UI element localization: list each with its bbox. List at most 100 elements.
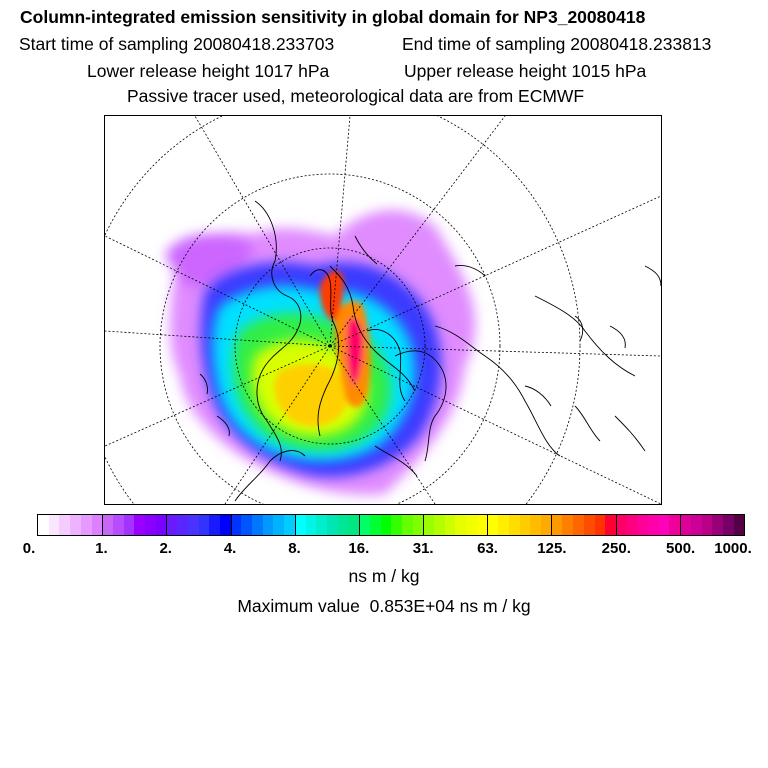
colorbar-cell bbox=[391, 515, 402, 535]
colorbar bbox=[37, 514, 745, 536]
colorbar-cell bbox=[187, 515, 199, 535]
colorbar-separator bbox=[294, 515, 296, 535]
colorbar-separator bbox=[102, 515, 104, 535]
release-lower: Lower release height 1017 hPa bbox=[87, 61, 330, 81]
colorbar-cell bbox=[209, 515, 220, 535]
colorbar-cell bbox=[637, 515, 649, 535]
maximum-value: Maximum value 0.853E+04 ns m / kg bbox=[237, 596, 531, 616]
graticule bbox=[105, 116, 661, 504]
colorbar-tick-label: 2. bbox=[159, 540, 172, 557]
colorbar-cell bbox=[423, 515, 435, 535]
colorbar-cell bbox=[316, 515, 327, 535]
colorbar-cell bbox=[562, 515, 574, 535]
colorbar-cell bbox=[123, 515, 135, 535]
colorbar-cell bbox=[198, 515, 210, 535]
colorbar-cell bbox=[401, 515, 413, 535]
colorbar-cell bbox=[241, 515, 253, 535]
sensitivity-field bbox=[165, 209, 476, 495]
unit-label: ns m / kg bbox=[348, 566, 420, 586]
colorbar-cell bbox=[648, 515, 659, 535]
colorbar-separator bbox=[615, 515, 617, 535]
colorbar-cell bbox=[508, 515, 520, 535]
colorbar-cell bbox=[658, 515, 670, 535]
colorbar-separator bbox=[679, 515, 681, 535]
colorbar-cell bbox=[252, 515, 263, 535]
colorbar-tick-label: 4. bbox=[223, 540, 237, 557]
colorbar-cell bbox=[112, 515, 124, 535]
tracer-note: Passive tracer used, meteorological data… bbox=[127, 86, 585, 106]
colorbar-tick-label: 31. bbox=[412, 540, 434, 557]
colorbar-cell bbox=[134, 515, 146, 535]
colorbar-cell bbox=[326, 515, 338, 535]
colorbar-cell bbox=[444, 515, 456, 535]
colorbar-tick-label: 1. bbox=[95, 540, 108, 557]
release-upper: Upper release height 1015 hPa bbox=[404, 61, 647, 81]
colorbar-tick-label: 8. bbox=[288, 540, 301, 557]
colorbar-cell bbox=[723, 515, 734, 535]
colorbar-cell bbox=[487, 515, 499, 535]
colorbar-cell bbox=[434, 515, 445, 535]
colorbar-cell bbox=[262, 515, 274, 535]
colorbar-cell bbox=[59, 515, 71, 535]
colorbar-tick-label: 125. bbox=[537, 540, 567, 557]
colorbar-cell bbox=[626, 515, 638, 535]
colorbar-tick-label: 1000. bbox=[714, 540, 752, 557]
colorbar-cell bbox=[455, 515, 467, 535]
colorbar-cell bbox=[284, 515, 295, 535]
colorbar-cell bbox=[70, 515, 81, 535]
colorbar-cell bbox=[466, 515, 477, 535]
sampling-end: End time of sampling 20080418.233813 bbox=[402, 34, 712, 54]
colorbar-cell bbox=[615, 515, 627, 535]
colorbar-cell bbox=[712, 515, 723, 535]
colorbar-cell bbox=[305, 515, 317, 535]
colorbar-cell bbox=[380, 515, 392, 535]
colorbar-tick-label: 16. bbox=[348, 540, 370, 557]
colorbar-tick-label: 250. bbox=[601, 540, 631, 557]
polar-map bbox=[105, 116, 661, 504]
colorbar-cell bbox=[273, 515, 285, 535]
colorbar-cell bbox=[348, 515, 360, 535]
colorbar-cell bbox=[369, 515, 381, 535]
colorbar-cell bbox=[230, 515, 242, 535]
colorbar-cell bbox=[498, 515, 509, 535]
colorbar-separator bbox=[230, 515, 232, 535]
colorbar-cell bbox=[701, 515, 713, 535]
colorbar-cell bbox=[48, 515, 60, 535]
colorbar-cell bbox=[359, 515, 370, 535]
colorbar-separator bbox=[423, 515, 425, 535]
colorbar-cell bbox=[219, 515, 231, 535]
colorbar-cell bbox=[733, 515, 745, 535]
colorbar-cell bbox=[669, 515, 681, 535]
figure-title: Column-integrated emission sensitivity i… bbox=[20, 7, 646, 27]
colorbar-cell bbox=[690, 515, 702, 535]
colorbar-cell bbox=[519, 515, 531, 535]
colorbar-cell bbox=[145, 515, 156, 535]
colorbar-separator bbox=[551, 515, 553, 535]
colorbar-cell bbox=[605, 515, 616, 535]
colorbar-tick-label: 500. bbox=[666, 540, 696, 557]
colorbar-cell bbox=[80, 515, 92, 535]
sampling-start: Start time of sampling 20080418.233703 bbox=[19, 34, 335, 54]
colorbar-tick-label: 63. bbox=[477, 540, 498, 557]
colorbar-tick-label: 0. bbox=[22, 540, 36, 557]
colorbar-cell bbox=[573, 515, 584, 535]
colorbar-cell bbox=[412, 515, 424, 535]
map-frame bbox=[104, 115, 662, 505]
colorbar-cell bbox=[177, 515, 188, 535]
colorbar-cell bbox=[155, 515, 167, 535]
colorbar-cell bbox=[541, 515, 552, 535]
colorbar-cell bbox=[91, 515, 103, 535]
coastlines bbox=[199, 200, 661, 502]
colorbar-cell bbox=[551, 515, 563, 535]
colorbar-cell bbox=[476, 515, 488, 535]
colorbar-cell bbox=[166, 515, 178, 535]
colorbar-cell bbox=[680, 515, 691, 535]
colorbar-separator bbox=[487, 515, 489, 535]
colorbar-cell bbox=[583, 515, 595, 535]
colorbar-cell bbox=[294, 515, 306, 535]
colorbar-cell bbox=[530, 515, 542, 535]
colorbar-separator bbox=[166, 515, 168, 535]
colorbar-cell bbox=[337, 515, 349, 535]
colorbar-cell bbox=[102, 515, 113, 535]
colorbar-cell bbox=[38, 515, 49, 535]
